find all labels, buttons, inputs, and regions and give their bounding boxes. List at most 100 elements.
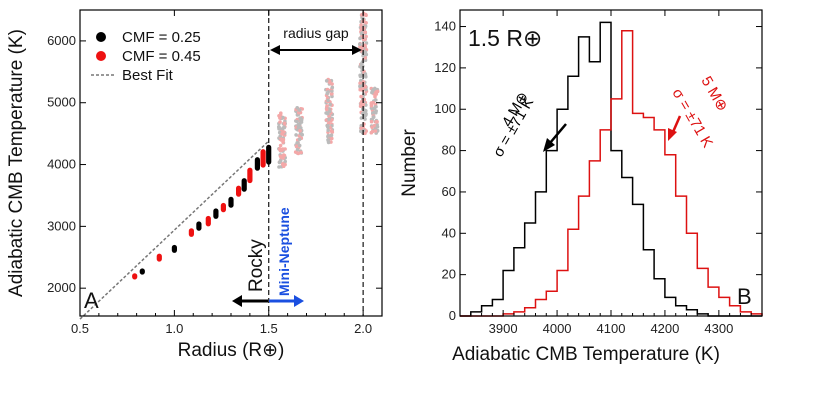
legend-label-cmf-045: CMF = 0.45 [122,48,201,65]
gap-point [359,116,364,120]
gap-point [358,36,362,41]
gap-point [294,144,299,149]
gap-point [375,125,380,129]
gap-point [330,85,335,90]
b-y-tick-label: 120 [434,60,456,75]
a-x-tick-label: 1.5 [260,321,278,336]
gap-point [330,82,334,86]
gap-point [373,129,378,133]
gap-point [359,23,363,27]
gap-point [359,123,364,128]
gap-point [283,159,288,164]
mini-neptune-label: Mini-Neptune [276,207,292,296]
b-x-tick-label: 4100 [597,321,626,336]
histogram-4-me [460,21,762,317]
gap-point [298,116,302,120]
gap-point [299,150,303,155]
b-y-tick-label: 20 [442,267,456,282]
gap-point [358,84,362,89]
panel-b-y-axis-title: Number [399,129,420,197]
gap-point [324,79,329,83]
gap-point [371,87,376,92]
cmf-025-cluster [241,178,247,192]
best-fit-line [79,140,270,320]
gap-point [278,116,282,120]
gap-point [364,75,368,79]
gap-point [363,43,367,48]
gap-point [282,125,287,130]
gap-point [326,140,331,145]
cmf-025-cluster [139,268,145,275]
gap-point [363,85,368,89]
gap-point [330,94,334,99]
gap-point [298,129,302,133]
mini-neptune-annotation: Mini-Neptune [269,207,304,307]
gap-point [283,162,287,167]
mini-neptune-arrowhead [294,295,304,307]
gap-point [278,159,283,164]
radius-gap-arrowhead-left [270,45,280,55]
gap-point [330,89,334,93]
gap-point [358,74,363,79]
panel-a-y-axis-title: Adiabatic CMB Temperature (K) [6,29,27,297]
gap-point [361,111,365,116]
gap-point [359,126,364,131]
gap-point [297,108,302,112]
annotation-4-me-arrowhead [543,138,555,152]
gap-point [280,155,284,160]
annotation-4-me-arrow-line [549,123,567,144]
radius-gap-arrowhead-right [352,45,362,55]
gap-point [326,128,331,132]
gap-point [295,119,299,124]
gap-point [359,27,364,32]
gap-point [358,104,363,108]
gap-point [363,72,368,76]
gap-point [364,109,368,113]
gap-point [277,125,281,129]
b-x-tick-label: 4200 [650,321,679,336]
b-y-tick-label: 80 [442,143,456,158]
gap-point [325,91,330,96]
annotation-5-me-arrow-line [671,115,682,133]
gap-point [327,109,332,114]
gap-point [369,130,374,135]
gap-point [324,107,329,112]
gap-point [297,137,302,142]
gap-point [375,89,380,94]
b-y-tick-label: 0 [449,308,456,323]
panel-b-title: 1.5 R⊕ [468,25,542,51]
gap-point [359,129,363,133]
gap-point [371,100,376,105]
gap-point [359,94,363,99]
gap-point [329,129,334,133]
a-y-tick-label: 6000 [47,33,76,48]
gap-point [296,151,301,156]
b-y-tick-label: 140 [434,19,456,34]
gap-point [280,132,284,136]
rocky-label: Rocky [246,239,267,292]
b-y-tick-label: 60 [442,184,456,199]
a-x-tick-label: 0.5 [71,321,89,336]
annotation-5-me-arrowhead [668,128,677,141]
gap-point [359,31,364,36]
cmf-045-cluster [156,253,162,262]
gap-point [300,132,305,137]
cmf-025-cluster [213,208,219,219]
gap-point [324,111,328,115]
a-x-tick-label: 2.0 [354,321,372,336]
gap-point [328,102,332,107]
gap-point [282,121,287,126]
gap-point [363,30,368,34]
legend-label-best-fit: Best Fit [122,67,174,84]
b-y-tick-label: 40 [442,225,456,240]
gap-point [330,92,334,96]
a-x-tick-label: 1.0 [165,321,183,336]
gap-point [277,165,281,169]
gap-point [278,120,282,124]
gap-point [359,63,364,68]
a-y-tick-label: 2000 [47,280,76,295]
gap-point [375,120,379,124]
cmf-045-cluster [236,185,242,197]
gap-point [358,81,362,85]
